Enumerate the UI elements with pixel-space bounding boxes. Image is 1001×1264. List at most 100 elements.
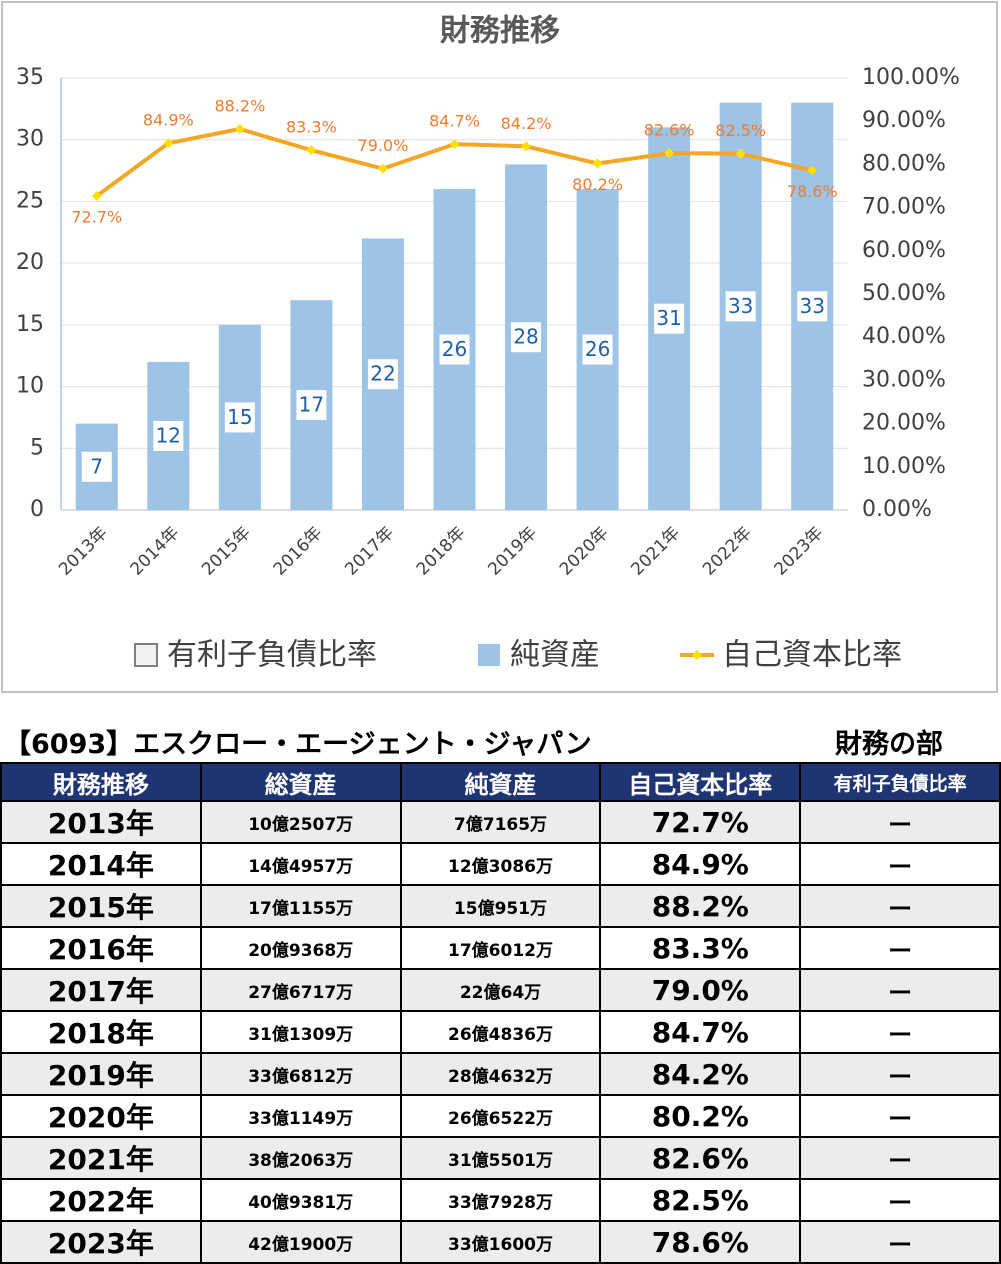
table-row: 2016年 20億9368万 17億6012万 83.3% ー: [0, 926, 1001, 970]
table-row: 2017年 27億6717万 22億64万 79.0% ー: [0, 968, 1001, 1012]
header-cell: 自己資本比率: [599, 762, 802, 802]
y-tick-label: 0: [30, 497, 44, 522]
data-label: 15: [227, 405, 252, 429]
data-label: 72.7%: [71, 207, 122, 226]
y2-tick-label: 100.00%: [862, 65, 960, 90]
table-cell: 27億6717万: [199, 968, 402, 1012]
marker: [521, 141, 532, 152]
table-cell: 38億2063万: [199, 1136, 402, 1180]
data-label: 83.3%: [286, 118, 337, 137]
table-cell: 26億4836万: [399, 1010, 602, 1054]
table-subtitle: 財務の部: [835, 729, 943, 760]
data-label-box: [797, 291, 828, 322]
table-cell: 2023年: [0, 1220, 202, 1264]
data-label: 82.6%: [644, 121, 695, 140]
data-label-box: [153, 420, 184, 451]
data-label: 26: [442, 337, 467, 361]
y2-tick-label: 70.00%: [862, 195, 946, 220]
data-label-box: [224, 402, 255, 433]
data-label: 88.2%: [214, 96, 265, 115]
table-cell: ー: [799, 1052, 1001, 1096]
y2-tick-label: 30.00%: [862, 367, 946, 392]
table-cell: ー: [799, 1010, 1001, 1054]
table-cell: 28億4632万: [399, 1052, 602, 1096]
table-cell: 82.6%: [599, 1136, 802, 1180]
table-titles: 【6093】エスクロー・エージェント・ジャパン 財務の部: [0, 722, 1001, 762]
table-cell: 83.3%: [599, 926, 802, 970]
table-cell: 2022年: [0, 1178, 202, 1222]
marker: [449, 139, 460, 150]
table-cell: ー: [799, 968, 1001, 1012]
y2-tick-label: 90.00%: [862, 108, 946, 133]
y-tick-label: 15: [16, 312, 44, 337]
marker: [735, 148, 746, 159]
y2-tick-label: 50.00%: [862, 281, 946, 306]
chart-title: 財務推移: [440, 14, 560, 49]
y2-tick-label: 80.00%: [862, 151, 946, 176]
legend-label: 純資産: [510, 638, 600, 673]
marker: [807, 165, 818, 176]
table-cell: 2016年: [0, 926, 202, 970]
table-cell: ー: [799, 1220, 1001, 1264]
table-cell: 42億1900万: [199, 1220, 402, 1264]
marker: [377, 163, 388, 174]
table-row: 2023年 42億1900万 33億1600万 78.6% ー: [0, 1220, 1001, 1264]
y-tick-label: 5: [30, 435, 44, 460]
table-row: 2013年 10億2507万 7億7165万 72.7% ー: [0, 800, 1001, 844]
y2-tick-label: 20.00%: [862, 411, 946, 436]
table-cell: 2019年: [0, 1052, 202, 1096]
table-cell: 33億1600万: [399, 1220, 602, 1264]
marker: [91, 190, 102, 201]
table-title: 【6093】エスクロー・エージェント・ジャパン: [4, 729, 592, 760]
legend-swatch: [692, 650, 702, 660]
data-label: 7: [90, 454, 103, 478]
y-tick-label: 25: [16, 188, 44, 213]
header-cell: 財務推移: [0, 762, 202, 802]
table-cell: ー: [799, 1136, 1001, 1180]
data-label: 80.2%: [572, 175, 623, 194]
data-label: 31: [656, 306, 681, 330]
table-cell: 17億1155万: [199, 884, 402, 928]
header-cell: 純資産: [399, 762, 602, 802]
table-cell: 15億951万: [399, 884, 602, 928]
y-tick-label: 30: [16, 127, 44, 152]
data-label-box: [296, 390, 327, 421]
table-cell: 33億6812万: [199, 1052, 402, 1096]
table-cell: 12億3086万: [399, 842, 602, 886]
table-cell: 26億6522万: [399, 1094, 602, 1138]
data-label: 22: [370, 362, 395, 386]
data-label: 28: [513, 325, 538, 349]
table-cell: 78.6%: [599, 1220, 802, 1264]
data-label: 84.2%: [501, 114, 552, 133]
data-label-box: [511, 322, 542, 353]
data-label: 82.5%: [715, 121, 766, 140]
header-cell: 総資産: [199, 762, 402, 802]
table-cell: 2013年: [0, 800, 202, 844]
data-label-box: [654, 303, 685, 334]
y2-tick-label: 40.00%: [862, 324, 946, 349]
table-cell: 84.7%: [599, 1010, 802, 1054]
data-label: 33: [800, 294, 825, 318]
table-cell: ー: [799, 884, 1001, 928]
table-cell: 84.2%: [599, 1052, 802, 1096]
legend-label: 自己資本比率: [722, 638, 902, 673]
chart: 財務推移 0 5 10 15 20 25 30 35 0.00% 10.00% 20.00% 30.0…: [1, 1, 998, 693]
header-row: 財務推移 総資産 純資産 自己資本比率 有利子負債比率: [0, 762, 1001, 802]
table-row: 2021年 38億2063万 31億5501万 82.6% ー: [0, 1136, 1001, 1180]
table-cell: 2018年: [0, 1010, 202, 1054]
table-cell: ー: [799, 1094, 1001, 1138]
table-cell: 79.0%: [599, 968, 802, 1012]
table-cell: 84.9%: [599, 842, 802, 886]
legend-swatch: [134, 643, 158, 667]
data-label: 26: [585, 337, 610, 361]
table-cell: 22億64万: [399, 968, 602, 1012]
table-row: 2014年 14億4957万 12億3086万 84.9% ー: [0, 842, 1001, 886]
marker: [163, 138, 174, 149]
table-cell: 17億6012万: [399, 926, 602, 970]
table-cell: 88.2%: [599, 884, 802, 928]
table-cell: 20億9368万: [199, 926, 402, 970]
table-cell: 2017年: [0, 968, 202, 1012]
y2-tick-label: 0.00%: [862, 497, 932, 522]
table-row: 2022年 40億9381万 33億7928万 82.5% ー: [0, 1178, 1001, 1222]
